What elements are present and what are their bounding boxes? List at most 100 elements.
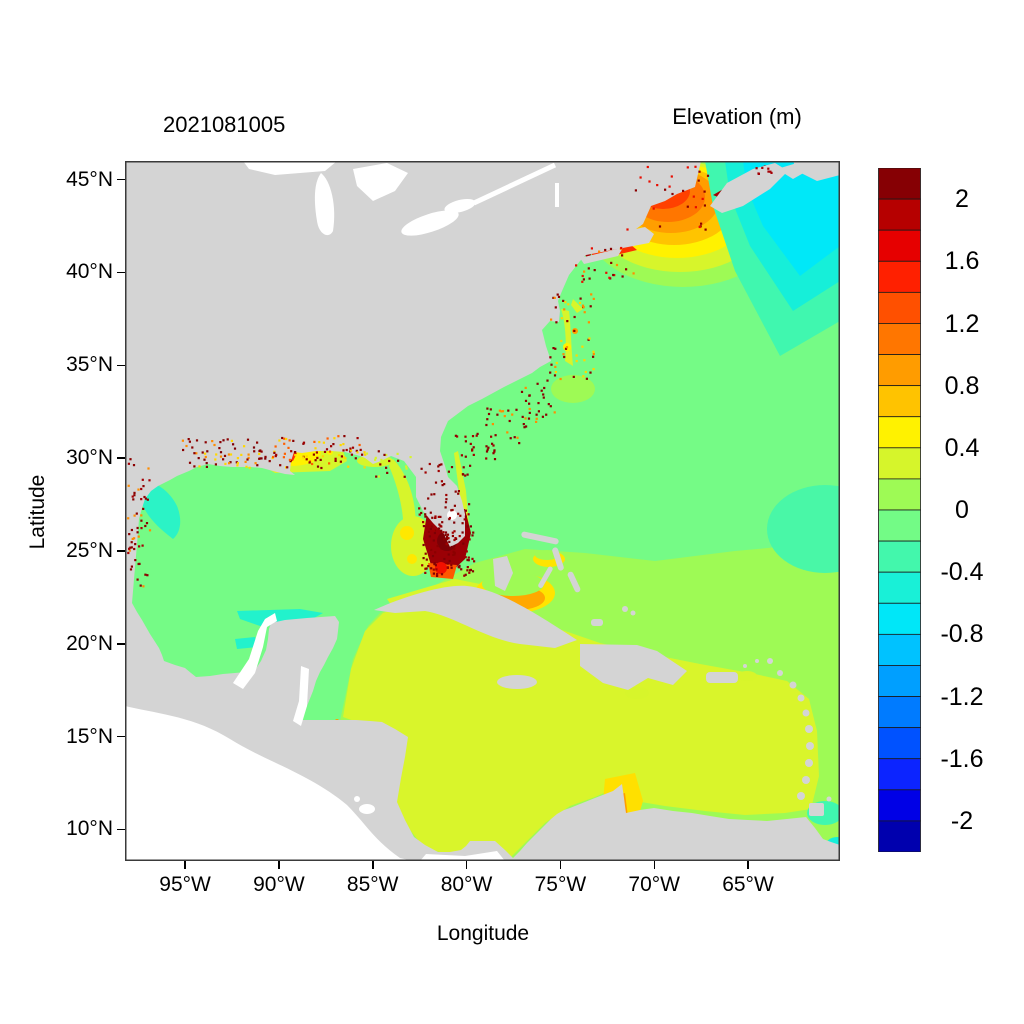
flood-speckle xyxy=(228,462,231,465)
flood-speckle xyxy=(195,452,198,455)
flood-speckle xyxy=(535,417,538,420)
flood-speckle xyxy=(342,443,345,446)
flood-speckle xyxy=(440,573,444,576)
flood-speckle xyxy=(458,564,461,567)
flood-speckle xyxy=(592,355,595,358)
flood-speckle xyxy=(434,481,438,484)
flood-speckle xyxy=(128,547,131,550)
flood-speckle xyxy=(590,293,593,296)
flood-speckle xyxy=(703,190,706,193)
flood-speckle xyxy=(432,572,435,575)
flood-speckle xyxy=(563,355,566,359)
flood-speckle xyxy=(226,438,229,441)
flood-speckle xyxy=(437,465,440,468)
x-tick-label: 90°W xyxy=(253,873,305,896)
flood-speckle xyxy=(575,264,578,267)
flood-speckle xyxy=(476,432,479,435)
flood-speckle xyxy=(575,360,578,363)
colorbar-segment xyxy=(878,509,921,542)
flood-speckle xyxy=(542,393,545,396)
flood-speckle xyxy=(222,458,225,461)
flood-speckle xyxy=(451,534,454,538)
flood-speckle xyxy=(440,547,443,550)
flood-speckle xyxy=(506,431,509,434)
flood-speckle xyxy=(311,462,314,466)
flood-speckle xyxy=(451,508,454,512)
flood-speckle xyxy=(671,192,674,196)
flood-speckle xyxy=(320,466,323,470)
flood-speckle xyxy=(281,436,284,440)
flood-speckle xyxy=(430,493,433,496)
flood-speckle xyxy=(573,315,576,319)
flood-speckle xyxy=(328,450,332,453)
lake-superior xyxy=(243,161,337,175)
flood-speckle xyxy=(562,353,565,356)
colorbar-segment xyxy=(878,229,921,262)
flood-speckle xyxy=(385,453,388,457)
x-tick-mark xyxy=(653,861,655,869)
flood-speckle xyxy=(332,443,335,446)
flood-speckle xyxy=(583,270,586,273)
flood-speckle xyxy=(453,553,456,556)
flood-speckle xyxy=(278,439,281,442)
flood-speckle xyxy=(491,442,494,445)
flood-speckle xyxy=(337,454,341,457)
flood-speckle xyxy=(195,439,199,442)
flood-speckle xyxy=(130,565,133,568)
flood-speckle xyxy=(562,299,565,302)
x-tick-mark xyxy=(184,861,186,869)
flood-speckle xyxy=(467,556,470,559)
flood-speckle xyxy=(450,466,454,469)
flood-speckle xyxy=(549,356,552,359)
belize-coast-white-band xyxy=(293,666,309,726)
flood-speckle xyxy=(472,453,475,456)
flood-speckle xyxy=(464,440,467,443)
flood-speckle xyxy=(612,273,615,277)
flood-speckle xyxy=(349,447,352,450)
newfoundland-corner xyxy=(793,161,840,181)
flood-speckle xyxy=(314,447,317,450)
flood-speckle xyxy=(583,359,586,362)
flood-speckle xyxy=(440,480,443,483)
flood-speckle xyxy=(396,452,399,455)
texas-shelf-turquoise xyxy=(140,479,181,539)
flood-speckle xyxy=(142,485,145,488)
flood-speckle xyxy=(193,465,196,468)
flood-speckle xyxy=(345,448,348,452)
flood-speckle xyxy=(185,444,188,448)
flood-speckle xyxy=(433,493,436,496)
flood-speckle xyxy=(501,410,505,413)
tobago-island xyxy=(826,796,832,802)
flood-speckle xyxy=(634,189,637,192)
colorbar-tick-label: -1.6 xyxy=(940,744,984,773)
flood-speckle xyxy=(670,175,673,178)
flood-speckle xyxy=(427,497,430,500)
eleuthera-island xyxy=(552,547,564,571)
flood-speckle xyxy=(552,347,555,350)
flood-speckle xyxy=(443,538,446,541)
flood-speckle xyxy=(585,377,588,380)
flood-speckle xyxy=(559,377,562,381)
flood-speckle xyxy=(583,311,586,314)
flood-speckle xyxy=(313,440,316,443)
panama-south-out-of-mesh xyxy=(420,851,505,861)
flood-speckle xyxy=(440,529,443,532)
flood-speckle xyxy=(582,306,585,309)
colorbar-segment xyxy=(878,260,921,293)
flood-speckle xyxy=(540,389,543,392)
flood-speckle xyxy=(605,271,608,274)
x-tick-mark xyxy=(278,861,280,869)
flood-speckle xyxy=(593,269,596,272)
flood-speckle xyxy=(770,171,773,174)
flood-speckle xyxy=(550,363,553,366)
flood-speckle xyxy=(140,498,143,501)
flood-speckle xyxy=(342,456,345,459)
flood-speckle xyxy=(578,301,582,304)
flood-speckle xyxy=(682,189,685,192)
flood-speckle xyxy=(496,413,499,416)
y-tick-label: 35°N xyxy=(66,353,113,377)
flood-speckle xyxy=(560,339,563,343)
colorbar-segment xyxy=(878,291,921,324)
flood-speckle xyxy=(473,560,476,563)
